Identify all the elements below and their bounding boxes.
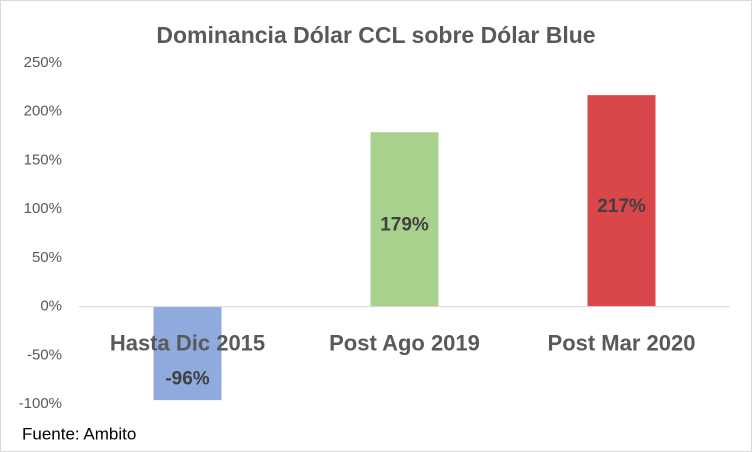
data-label: 179%: [380, 214, 429, 235]
y-tick-label: 0%: [40, 298, 62, 315]
bar: [587, 95, 656, 307]
y-tick-label: 150%: [24, 151, 62, 168]
data-label: -96%: [165, 368, 209, 389]
y-tick-label: 200%: [24, 103, 62, 120]
bar: [370, 132, 439, 307]
y-tick-label: -100%: [19, 395, 62, 412]
y-tick-label: 50%: [32, 249, 62, 266]
x-tick-label: Post Ago 2019: [329, 330, 480, 355]
chart-title: Dominancia Dólar CCL sobre Dólar Blue: [156, 22, 595, 48]
source-note: Fuente: Ambito: [22, 424, 136, 443]
bar: [153, 306, 222, 401]
y-tick-label: -50%: [27, 346, 62, 363]
y-tick-label: 100%: [24, 200, 62, 217]
y-tick-label: 250%: [24, 54, 62, 71]
data-label: 217%: [597, 196, 646, 217]
x-tick-label: Post Mar 2020: [548, 330, 696, 355]
x-tick-label: Hasta Dic 2015: [110, 330, 265, 355]
